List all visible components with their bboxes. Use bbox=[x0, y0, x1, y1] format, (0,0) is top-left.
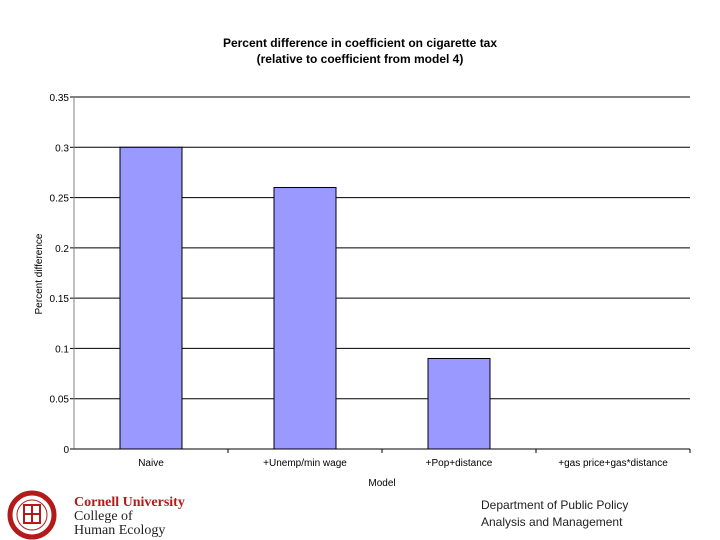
bar bbox=[427, 357, 491, 450]
y-tick-label: 0.2 bbox=[55, 244, 69, 255]
logo-line-1: Cornell University bbox=[74, 495, 185, 510]
x-tick-label: +gas price+gas*distance bbox=[558, 458, 668, 469]
bar-chart: Percent difference in coefficient on cig… bbox=[34, 36, 691, 489]
department-line-1: Department of Public Policy bbox=[481, 498, 629, 512]
x-axis-title: Model bbox=[368, 478, 395, 489]
x-axis-ticks: Naive +Unemp/min wage +Pop+distance +gas pr… bbox=[138, 449, 691, 469]
y-axis-ticks: 0 0.05 0.1 0.15 0.2 0.25 0.3 0.35 bbox=[50, 93, 74, 456]
y-tick-label: 0.35 bbox=[50, 93, 70, 104]
chart-title: Percent difference in coefficient on cig… bbox=[223, 36, 497, 50]
y-axis-title: Percent difference bbox=[34, 233, 45, 314]
logo-line-2: College of bbox=[74, 509, 133, 524]
cornell-seal-icon bbox=[7, 490, 57, 540]
y-tick-label: 0.25 bbox=[50, 194, 70, 205]
x-tick-label: +Unemp/min wage bbox=[263, 458, 347, 469]
cornell-logo: Cornell University College of Human Ecol… bbox=[0, 490, 200, 540]
y-tick-label: 0.05 bbox=[50, 395, 70, 406]
bar bbox=[119, 146, 183, 450]
y-tick-label: 0.15 bbox=[50, 294, 70, 305]
y-tick-label: 0 bbox=[63, 445, 69, 456]
y-tick-label: 0.1 bbox=[55, 344, 69, 355]
bar bbox=[273, 187, 337, 450]
logo-line-3: Human Ecology bbox=[74, 523, 166, 538]
department-line-2: Analysis and Management bbox=[481, 515, 623, 529]
y-tick-label: 0.3 bbox=[55, 143, 69, 154]
x-tick-label: Naive bbox=[138, 458, 164, 469]
chart-subtitle: (relative to coefficient from model 4) bbox=[257, 52, 464, 66]
department-name: Department of Public Policy Analysis and… bbox=[481, 497, 701, 531]
x-tick-label: +Pop+distance bbox=[426, 458, 493, 469]
